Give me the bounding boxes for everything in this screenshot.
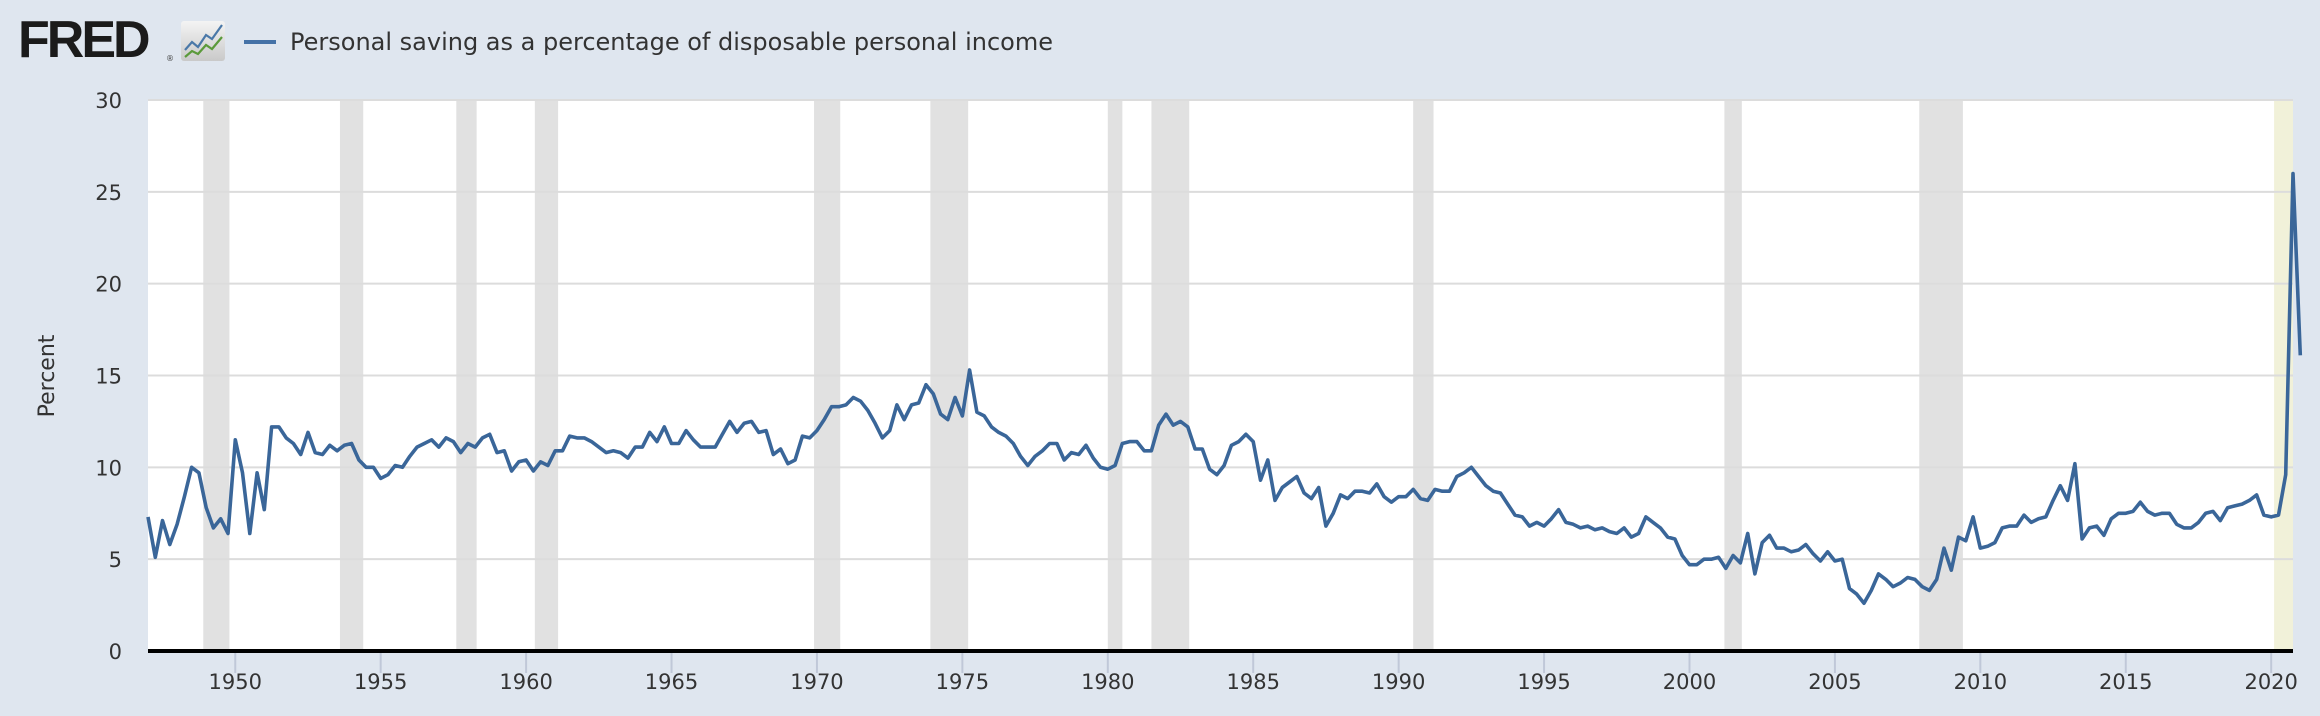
legend-swatch — [244, 40, 276, 44]
y-axis-labels: 0 5 10 15 20 25 30 — [95, 89, 122, 664]
y-tick-label: 20 — [95, 273, 122, 297]
x-tick-label: 1950 — [209, 670, 262, 694]
x-tick-label: 1965 — [645, 670, 698, 694]
x-tick-label: 1990 — [1372, 670, 1425, 694]
y-tick-label: 0 — [109, 640, 122, 664]
x-tick-label: 1995 — [1517, 670, 1570, 694]
x-axis-labels: 1950 1955 1960 1965 1970 1975 1980 1985 1990 1995… — [209, 653, 2298, 694]
x-tick-label: 1975 — [936, 670, 989, 694]
x-tick-label: 2015 — [2099, 670, 2152, 694]
registered-mark: ® — [166, 54, 174, 63]
y-tick-label: 15 — [95, 365, 122, 389]
x-tick-label: 1970 — [790, 670, 843, 694]
x-tick-label: 1955 — [354, 670, 407, 694]
y-axis-title: Percent — [35, 334, 60, 417]
fred-logo[interactable]: FRED — [18, 11, 151, 69]
y-tick-label: 5 — [109, 548, 122, 572]
x-tick-label: 1985 — [1226, 670, 1279, 694]
y-tick-label: 25 — [95, 181, 122, 205]
x-tick-label: 1980 — [1081, 670, 1134, 694]
x-tick-label: 2000 — [1663, 670, 1716, 694]
x-tick-label: 1960 — [499, 670, 552, 694]
x-tick-label: 2020 — [2244, 670, 2297, 694]
y-tick-label: 10 — [95, 456, 122, 480]
x-tick-label: 2005 — [1808, 670, 1861, 694]
legend-label: Personal saving as a percentage of dispo… — [290, 28, 1054, 56]
y-tick-label: 30 — [95, 89, 122, 113]
chart-header: FRED ® Personal saving as a percentage o… — [0, 0, 2320, 84]
x-tick-label: 2010 — [1954, 670, 2007, 694]
legend[interactable]: Personal saving as a percentage of dispo… — [244, 22, 1053, 62]
grid-lines — [148, 99, 2293, 561]
fred-chart-icon[interactable] — [180, 20, 226, 62]
series-line[interactable] — [146, 171, 2303, 605]
